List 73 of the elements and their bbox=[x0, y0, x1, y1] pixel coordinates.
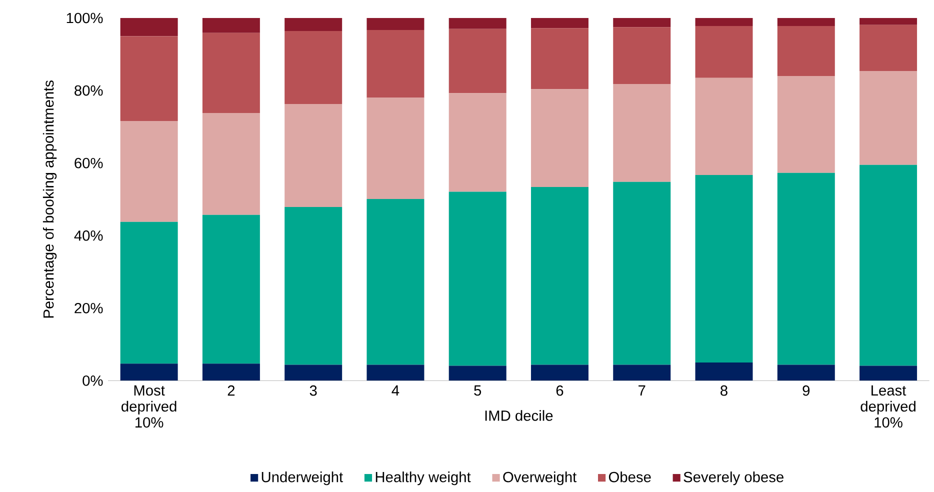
bar bbox=[448, 28, 506, 94]
bar bbox=[120, 222, 178, 364]
bar bbox=[284, 206, 342, 365]
bar bbox=[530, 28, 588, 90]
y-tick-label: 100% bbox=[66, 12, 103, 24]
bar bbox=[284, 364, 342, 381]
bar bbox=[202, 18, 260, 33]
bar bbox=[613, 364, 671, 381]
x-tick-label: Most deprived 10% bbox=[122, 385, 176, 428]
x-tick-label: 2 bbox=[228, 385, 235, 396]
bar bbox=[448, 366, 506, 381]
bar bbox=[366, 30, 424, 98]
bar bbox=[613, 27, 671, 84]
bar bbox=[284, 104, 342, 207]
bar bbox=[777, 18, 835, 26]
bar bbox=[284, 18, 342, 32]
bar bbox=[530, 89, 588, 187]
y-tick-label: 80% bbox=[74, 85, 103, 96]
bar bbox=[120, 18, 178, 36]
bar bbox=[613, 182, 671, 365]
bar bbox=[530, 187, 588, 365]
legend-label: Severely obese bbox=[684, 472, 784, 486]
y-axis-title: Percentage of booking appointments bbox=[42, 80, 57, 318]
bar bbox=[695, 18, 753, 26]
bar bbox=[530, 364, 588, 381]
legend-label: Obese bbox=[608, 472, 651, 482]
bar bbox=[777, 172, 835, 365]
bar bbox=[695, 175, 753, 363]
x-tick-label: 4 bbox=[392, 385, 400, 396]
bar bbox=[777, 364, 835, 381]
bar bbox=[860, 366, 918, 381]
legend-label: Overweight bbox=[503, 472, 577, 486]
bar bbox=[202, 113, 260, 215]
x-tick-label: Least deprived 10% bbox=[860, 385, 916, 428]
y-tick-label: 20% bbox=[74, 302, 103, 314]
bar bbox=[366, 98, 424, 199]
y-tick-label: 40% bbox=[74, 230, 103, 241]
bar bbox=[695, 26, 753, 78]
bar bbox=[530, 18, 588, 28]
bar bbox=[366, 18, 424, 30]
x-tick-label: 5 bbox=[474, 385, 482, 396]
bar bbox=[202, 214, 260, 364]
x-tick-label: 6 bbox=[556, 385, 564, 396]
legend-label: Healthy weight bbox=[376, 472, 471, 486]
y-tick-label: 0% bbox=[82, 375, 103, 386]
bar bbox=[448, 93, 506, 192]
x-axis-title: IMD decile bbox=[485, 410, 553, 421]
legend-label: Underweight bbox=[262, 472, 343, 486]
bar bbox=[120, 364, 178, 381]
x-tick-label: 9 bbox=[802, 385, 810, 396]
bar bbox=[284, 31, 342, 104]
bar bbox=[366, 364, 424, 381]
x-tick-label: 3 bbox=[310, 385, 317, 396]
bar bbox=[695, 78, 753, 176]
bar bbox=[613, 84, 671, 182]
y-tick-label: 60% bbox=[74, 158, 103, 168]
x-tick-label: 8 bbox=[720, 385, 728, 396]
bar bbox=[120, 120, 178, 222]
bar bbox=[448, 18, 506, 29]
bar bbox=[202, 364, 260, 381]
bar bbox=[695, 362, 753, 381]
bar bbox=[120, 36, 178, 121]
bar bbox=[777, 76, 835, 173]
x-tick-label: 7 bbox=[638, 385, 646, 396]
bar bbox=[777, 26, 835, 76]
bar bbox=[860, 164, 918, 366]
bar bbox=[448, 192, 506, 366]
bar bbox=[613, 18, 671, 28]
bar bbox=[366, 198, 424, 365]
bar bbox=[860, 70, 918, 165]
bar bbox=[860, 18, 918, 25]
bar bbox=[202, 32, 260, 114]
bar bbox=[860, 24, 918, 71]
